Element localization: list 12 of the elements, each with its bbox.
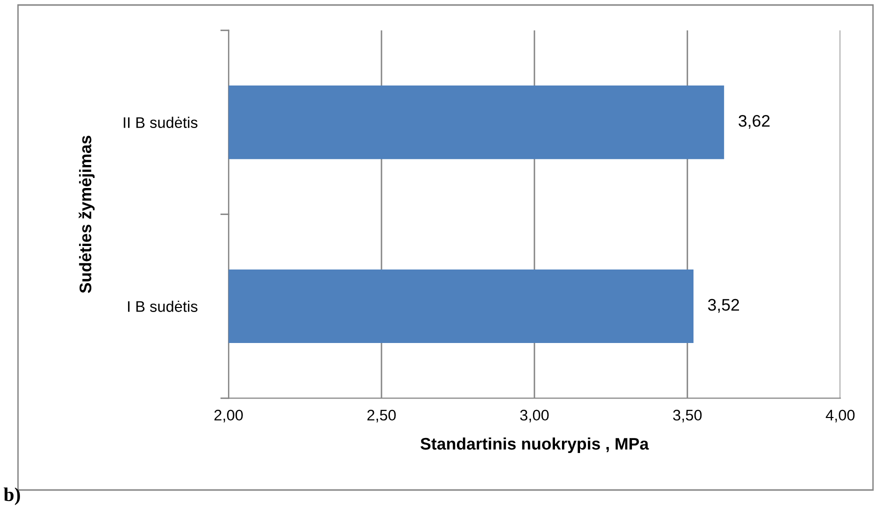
x-axis-title: Standartinis nuokrypis , MPa — [420, 437, 649, 453]
y-tick-label: II B sudėtis — [124, 116, 198, 128]
x-tick-label: 4,00 — [826, 410, 855, 422]
x-tick-label: 3,00 — [520, 410, 549, 422]
x-tick-label: 3,50 — [673, 410, 702, 422]
y-tick-label: I B sudėtis — [128, 300, 198, 312]
x-tick-label: 2,00 — [214, 410, 243, 422]
x-tick-label: 2,50 — [367, 410, 396, 422]
data-label: 3,52 — [708, 298, 739, 313]
data-label: 3,62 — [738, 114, 770, 129]
text: b) — [4, 487, 20, 506]
y-axis-title: Sudėties žymėjimas — [78, 136, 95, 294]
